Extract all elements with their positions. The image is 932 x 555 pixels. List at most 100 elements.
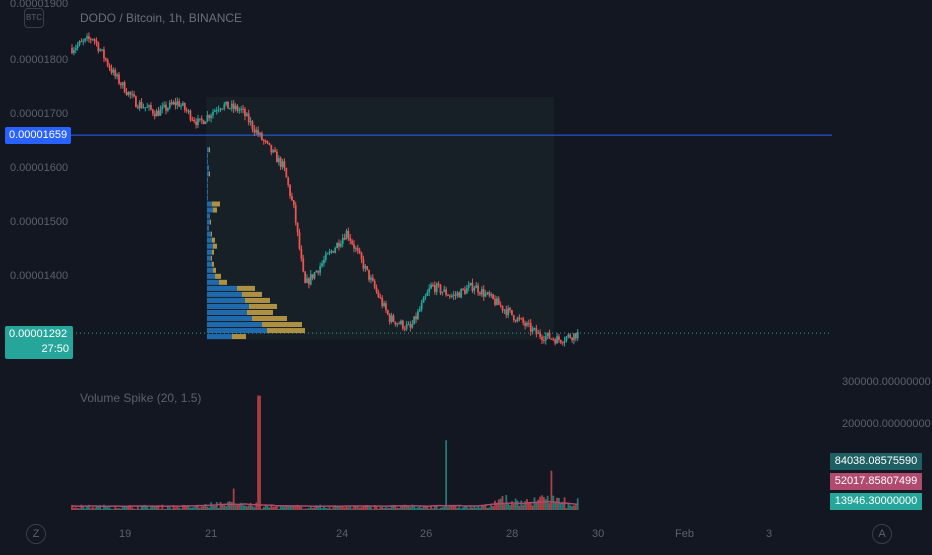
candle-down <box>514 320 517 322</box>
volume-bar <box>403 504 406 510</box>
volume-bar <box>464 505 466 510</box>
volume-profile-bar-down <box>212 201 220 207</box>
volume-bar <box>245 506 248 510</box>
candle-down <box>501 305 504 311</box>
volume-bar <box>323 506 325 510</box>
candle-down <box>398 323 401 325</box>
candle-down <box>454 294 457 296</box>
candle-up <box>321 263 323 267</box>
auto-scale-button[interactable]: A <box>872 524 892 544</box>
volume-bar <box>576 498 579 510</box>
candle-down <box>569 334 572 338</box>
volume-bar <box>520 500 523 510</box>
volume-bar <box>544 499 547 510</box>
volume-bar <box>390 505 393 510</box>
volume-bar <box>185 506 188 510</box>
candle-up <box>198 118 201 120</box>
volume-bar <box>379 507 382 510</box>
volume-bar <box>236 504 239 510</box>
volume-bar <box>200 506 203 510</box>
volume-bar <box>430 506 432 510</box>
volume-bar <box>304 508 307 510</box>
price-tick-top: 0.00001900 <box>10 0 69 10</box>
candle-down <box>244 109 246 117</box>
candle-down <box>554 339 557 344</box>
volume-bar <box>475 507 478 510</box>
candle-down <box>542 339 545 341</box>
volume-bar <box>123 505 126 510</box>
candle-up <box>86 36 88 39</box>
volume-profile-bar-down <box>213 267 216 273</box>
candle-up <box>76 44 79 48</box>
candle-up <box>91 39 94 41</box>
volume-bar <box>426 506 429 510</box>
candle-down <box>274 149 276 152</box>
candle-up <box>328 251 331 254</box>
candle-up <box>249 121 252 123</box>
volume-bar <box>313 507 316 510</box>
candle-up <box>428 288 431 293</box>
candle-down <box>253 128 256 133</box>
candle-down <box>119 83 122 86</box>
candle-down <box>97 42 100 51</box>
candle-up <box>206 115 209 122</box>
volume-profile-bar-down <box>210 219 211 225</box>
candle-down <box>189 110 192 120</box>
candle-up <box>182 103 184 106</box>
candle-up <box>212 111 214 116</box>
candle-up <box>155 110 158 117</box>
timezone-button[interactable]: Z <box>26 524 46 544</box>
volume-bar <box>80 504 83 510</box>
candle-up <box>426 292 429 296</box>
candle-up <box>326 253 329 255</box>
volume-bar <box>204 503 207 510</box>
volume-bar <box>539 496 542 510</box>
candle-up <box>121 82 124 86</box>
candle-up <box>168 102 171 109</box>
bar-countdown: 27:50 <box>41 343 69 355</box>
volume-bar <box>300 506 303 510</box>
volume-bar <box>386 507 389 510</box>
indicator-title[interactable]: Volume Spike (20, 1.5) <box>80 391 202 405</box>
volume-bar <box>259 395 261 510</box>
volume-bar <box>529 502 532 510</box>
volume-bar <box>274 506 276 510</box>
volume-bar <box>392 504 395 510</box>
candle-up <box>503 309 506 311</box>
candle-down <box>447 294 449 296</box>
volume-profile-bar-up <box>207 159 208 165</box>
horizontal-line-price-badge[interactable]: 0.00001659 <box>5 127 72 144</box>
volume-bar <box>276 505 278 510</box>
time-tick: 30 <box>592 528 605 540</box>
volume-bar <box>82 506 85 510</box>
volume-bar <box>488 507 491 510</box>
candle-up <box>469 282 472 286</box>
candle-up <box>127 91 130 95</box>
volume-bar <box>174 507 177 510</box>
candle-down <box>558 336 560 341</box>
candle-up <box>486 292 489 294</box>
candle-down <box>482 289 485 297</box>
candle-down <box>559 340 562 343</box>
candle-down <box>260 132 263 140</box>
volume-bar <box>516 500 519 510</box>
volume-profile-bar-down <box>262 322 302 328</box>
volume-profile-bar-up <box>207 285 237 291</box>
volume-bar <box>495 502 498 510</box>
volume-bar <box>330 508 333 510</box>
candle-down <box>304 271 307 283</box>
volume-bar <box>270 505 273 510</box>
volume-profile-bar-up <box>207 267 213 273</box>
volume-bar <box>364 505 367 510</box>
time-tick: 21 <box>205 528 218 540</box>
volume-bar <box>183 505 186 510</box>
price-tick: 0.00001700 <box>10 108 69 120</box>
time-tick: 24 <box>336 528 349 540</box>
volume-bar <box>104 505 107 510</box>
volume-profile-bar-down <box>212 237 215 243</box>
candle-up <box>475 285 478 289</box>
volume-bar <box>454 505 457 510</box>
candle-down <box>535 328 538 335</box>
